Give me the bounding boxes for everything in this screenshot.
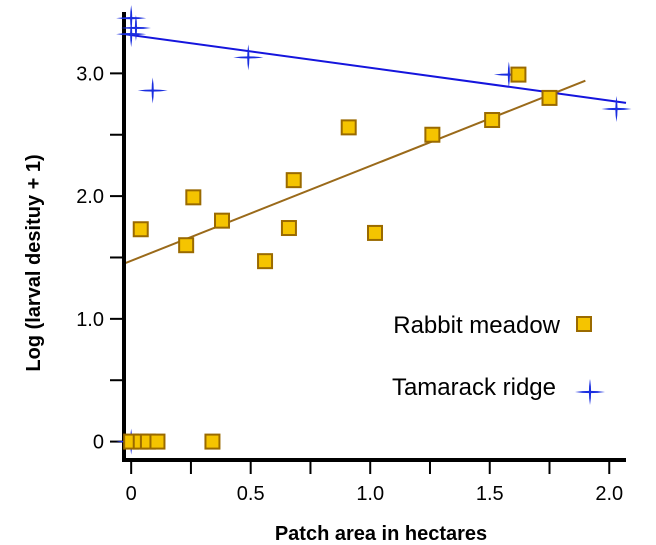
point-rabbit-meadow — [132, 221, 149, 238]
point-tamarack-ridge — [137, 77, 168, 104]
legend-marker-tamarack-ridge — [575, 379, 605, 405]
legend-label-tamarack-ridge: Tamarack ridge — [392, 374, 556, 401]
point-rabbit-meadow — [510, 66, 527, 83]
point-rabbit-meadow — [484, 112, 501, 129]
fit-line-rabbit-meadow — [123, 79, 586, 265]
point-tamarack-ridge — [233, 44, 264, 71]
y-tick-label: 3.0 — [76, 63, 104, 85]
y-tick-label: 1.0 — [76, 309, 104, 331]
point-rabbit-meadow — [149, 433, 166, 450]
x-tick-label: 0.5 — [237, 483, 265, 505]
point-rabbit-meadow — [214, 212, 231, 229]
point-rabbit-meadow — [285, 172, 302, 189]
x-tick-label: 2.0 — [595, 483, 623, 505]
legend-marker-rabbit-meadow — [576, 316, 592, 332]
point-rabbit-meadow — [367, 224, 383, 241]
x-tick-label: 1.5 — [476, 483, 504, 505]
point-rabbit-meadow — [178, 237, 195, 254]
y-axis-title: Log (larval desituy + 1) — [23, 154, 45, 371]
legend: Rabbit meadow Tamarack ridge — [392, 312, 605, 405]
axis-ticks: 0 0.5 1.0 1.5 2.0 0 1.0 2.0 3.0 — [76, 63, 623, 505]
y-tick-label: 0 — [93, 432, 104, 454]
legend-cross-shape — [575, 379, 605, 405]
point-rabbit-meadow — [340, 119, 357, 136]
point-tamarack-ridge — [601, 95, 632, 122]
point-rabbit-meadow — [541, 89, 558, 106]
data-points — [116, 5, 632, 455]
point-rabbit-meadow — [257, 253, 274, 270]
legend-label-rabbit-meadow: Rabbit meadow — [393, 312, 560, 339]
axes — [122, 12, 626, 462]
point-tamarack-ridge — [116, 5, 147, 32]
point-rabbit-meadow — [424, 126, 441, 143]
x-axis-title: Patch area in hectares — [275, 523, 487, 545]
point-rabbit-meadow — [280, 220, 297, 237]
x-tick-label: 0 — [126, 483, 137, 505]
y-tick-label: 2.0 — [76, 186, 104, 208]
point-tamarack-ridge — [116, 21, 147, 48]
x-tick-label: 1.0 — [356, 483, 384, 505]
point-rabbit-meadow — [204, 433, 221, 450]
point-rabbit-meadow — [185, 189, 202, 206]
